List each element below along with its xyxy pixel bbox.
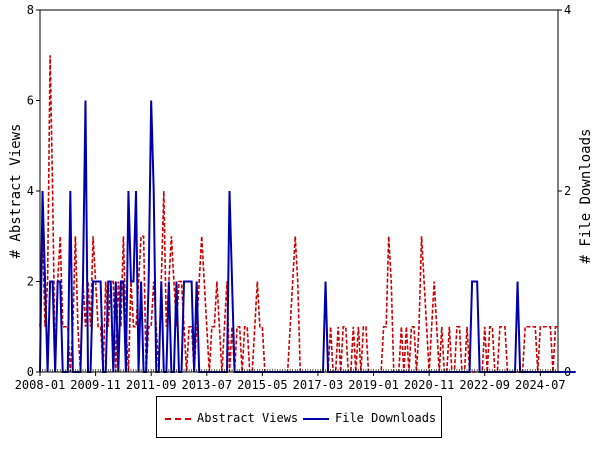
legend-item-file-downloads: File Downloads [303,411,436,425]
x-tick-label: 2011-09 [126,378,177,392]
legend: Abstract Views File Downloads [156,396,442,438]
ticks-layer: 2008-01 2009-11 2011-09 2013-07 2015-05 2017-… [15,3,572,392]
y-axis-label-right: # File Downloads [578,129,594,264]
x-tick-label: 2008-01 [15,378,66,392]
legend-swatch-abstract-views [165,417,191,420]
legend-label-file-downloads: File Downloads [335,411,437,425]
y-tick-label-left: 2 [27,275,34,289]
y-tick-label-right: 0 [564,365,571,379]
y-tick-label-right: 4 [564,3,571,17]
y-axis-label-left: # Abstract Views [8,124,24,259]
legend-item-abstract-views: Abstract Views [165,411,298,425]
x-tick-label: 2020-11 [404,378,455,392]
x-tick-label: 2019-01 [348,378,399,392]
x-tick-label: 2022-09 [459,378,510,392]
x-tick-label: 2009-11 [70,378,121,392]
y-tick-label-left: 6 [27,94,34,108]
legend-label-abstract-views: Abstract Views [197,411,299,425]
y-tick-label-left: 8 [27,3,34,17]
legend-swatch-file-downloads [303,417,329,420]
x-tick-label: 2015-05 [237,378,288,392]
y-tick-label-left: 0 [27,365,34,379]
y-tick-label-right: 2 [564,184,571,198]
x-tick-label: 2017-03 [293,378,344,392]
y-tick-label-left: 4 [27,184,34,198]
x-tick-label: 2024-07 [515,378,566,392]
x-tick-label: 2013-07 [181,378,232,392]
